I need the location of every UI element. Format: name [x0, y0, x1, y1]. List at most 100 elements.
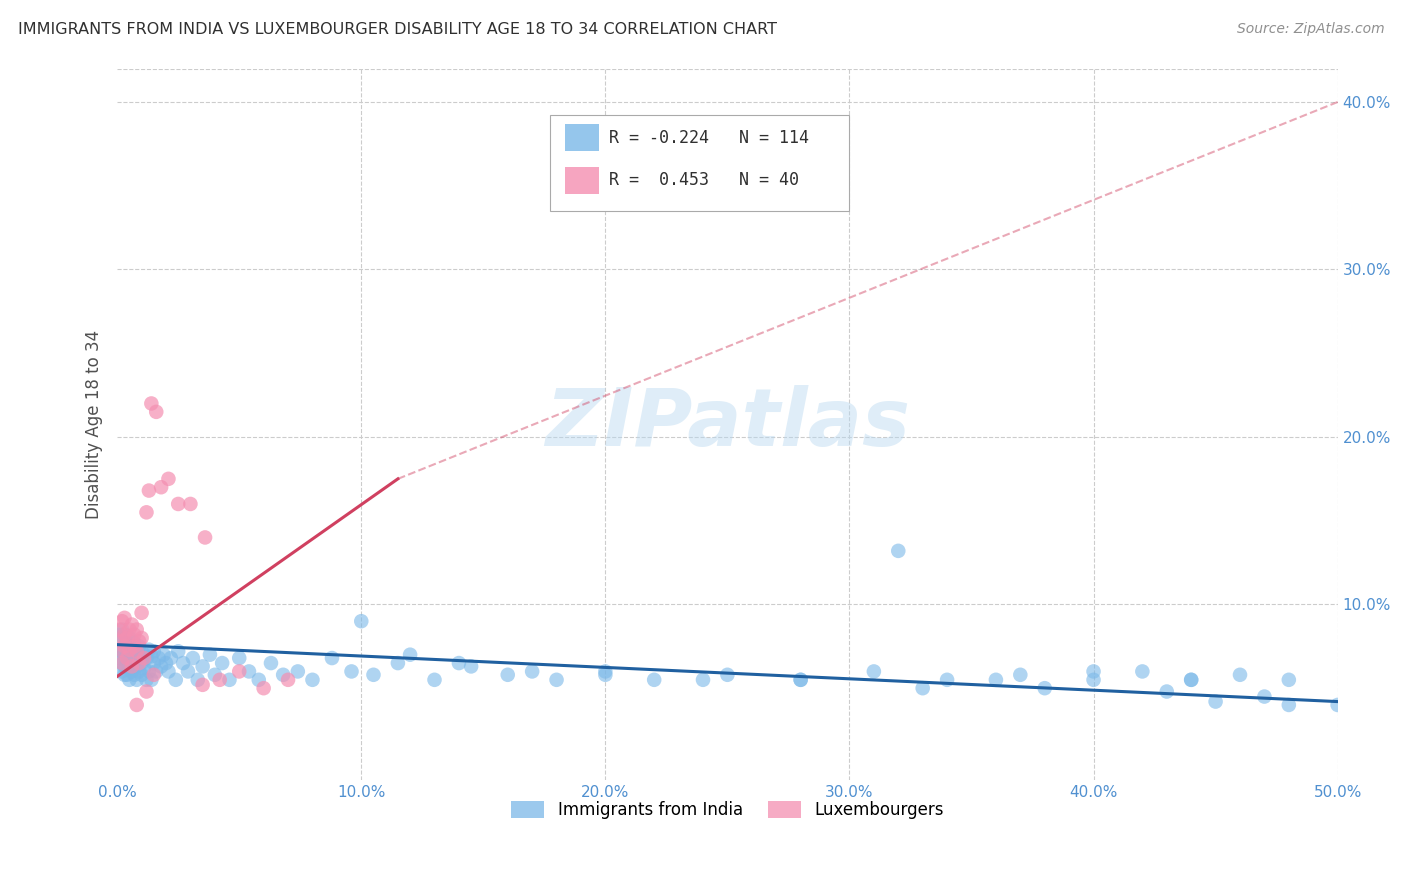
- Point: [114, 649, 136, 664]
- Point: [118, 649, 141, 664]
- Point: [1278, 698, 1301, 712]
- Point: [125, 648, 148, 662]
- Point: [132, 651, 155, 665]
- Text: R =  0.453   N = 40: R = 0.453 N = 40: [609, 171, 799, 189]
- Point: [387, 656, 409, 670]
- Point: [111, 623, 134, 637]
- Point: [111, 634, 134, 648]
- Point: [115, 651, 138, 665]
- Point: [595, 665, 617, 679]
- Point: [128, 640, 150, 654]
- Point: [277, 673, 299, 687]
- Point: [321, 651, 343, 665]
- Point: [138, 483, 160, 498]
- Point: [1083, 665, 1105, 679]
- Point: [108, 651, 131, 665]
- Point: [208, 673, 231, 687]
- Point: [546, 673, 568, 687]
- Point: [125, 623, 148, 637]
- Point: [150, 659, 173, 673]
- Point: [128, 665, 150, 679]
- Point: [301, 673, 323, 687]
- Point: [131, 656, 153, 670]
- Point: [181, 651, 204, 665]
- Point: [111, 656, 134, 670]
- Point: [350, 614, 373, 628]
- Point: [115, 631, 138, 645]
- Point: [108, 627, 131, 641]
- Point: [132, 661, 155, 675]
- Point: [108, 642, 131, 657]
- Point: [114, 627, 136, 641]
- Point: [340, 665, 363, 679]
- Point: [128, 656, 150, 670]
- Point: [118, 631, 141, 645]
- Point: [228, 651, 250, 665]
- Text: R = -0.224   N = 114: R = -0.224 N = 114: [609, 128, 808, 147]
- Point: [125, 644, 148, 658]
- Point: [271, 667, 294, 681]
- Point: [1010, 667, 1032, 681]
- Point: [1156, 684, 1178, 698]
- Point: [789, 673, 811, 687]
- Legend: Immigrants from India, Luxembourgers: Immigrants from India, Luxembourgers: [505, 794, 950, 825]
- Point: [198, 648, 221, 662]
- Point: [150, 480, 173, 494]
- Point: [238, 665, 260, 679]
- Point: [1205, 695, 1227, 709]
- Point: [118, 673, 141, 687]
- Point: [135, 684, 157, 698]
- Point: [160, 651, 183, 665]
- Point: [1033, 681, 1056, 696]
- Point: [124, 640, 146, 654]
- Point: [142, 656, 165, 670]
- Point: [191, 659, 214, 673]
- Point: [157, 665, 180, 679]
- Point: [179, 497, 201, 511]
- Point: [187, 673, 209, 687]
- Point: [118, 642, 141, 657]
- Point: [863, 665, 886, 679]
- Point: [496, 667, 519, 681]
- Point: [520, 665, 543, 679]
- Point: [177, 665, 200, 679]
- Point: [111, 614, 134, 628]
- Point: [789, 673, 811, 687]
- Point: [114, 667, 136, 681]
- Point: [253, 681, 276, 696]
- Point: [115, 667, 138, 681]
- Point: [131, 644, 153, 658]
- Point: [141, 396, 163, 410]
- Text: Source: ZipAtlas.com: Source: ZipAtlas.com: [1237, 22, 1385, 37]
- Point: [363, 667, 385, 681]
- Point: [1253, 690, 1275, 704]
- Point: [121, 665, 143, 679]
- Point: [125, 698, 148, 712]
- Point: [131, 606, 153, 620]
- Point: [121, 617, 143, 632]
- Point: [114, 627, 136, 641]
- Point: [128, 634, 150, 648]
- Point: [1229, 667, 1251, 681]
- Point: [936, 673, 959, 687]
- Point: [228, 665, 250, 679]
- Point: [1130, 665, 1153, 679]
- Point: [165, 673, 187, 687]
- Point: [121, 640, 143, 654]
- Point: [167, 644, 190, 658]
- Point: [260, 656, 283, 670]
- Point: [692, 673, 714, 687]
- Point: [118, 661, 141, 675]
- Point: [155, 656, 177, 670]
- Text: IMMIGRANTS FROM INDIA VS LUXEMBOURGER DISABILITY AGE 18 TO 34 CORRELATION CHART: IMMIGRANTS FROM INDIA VS LUXEMBOURGER DI…: [18, 22, 778, 37]
- Point: [135, 673, 157, 687]
- Point: [1083, 673, 1105, 687]
- Y-axis label: Disability Age 18 to 34: Disability Age 18 to 34: [86, 330, 103, 519]
- Point: [128, 651, 150, 665]
- Point: [643, 673, 665, 687]
- Point: [157, 472, 180, 486]
- Point: [141, 673, 163, 687]
- Text: ZIPatlas: ZIPatlas: [546, 385, 910, 464]
- Point: [114, 659, 136, 673]
- Point: [460, 659, 482, 673]
